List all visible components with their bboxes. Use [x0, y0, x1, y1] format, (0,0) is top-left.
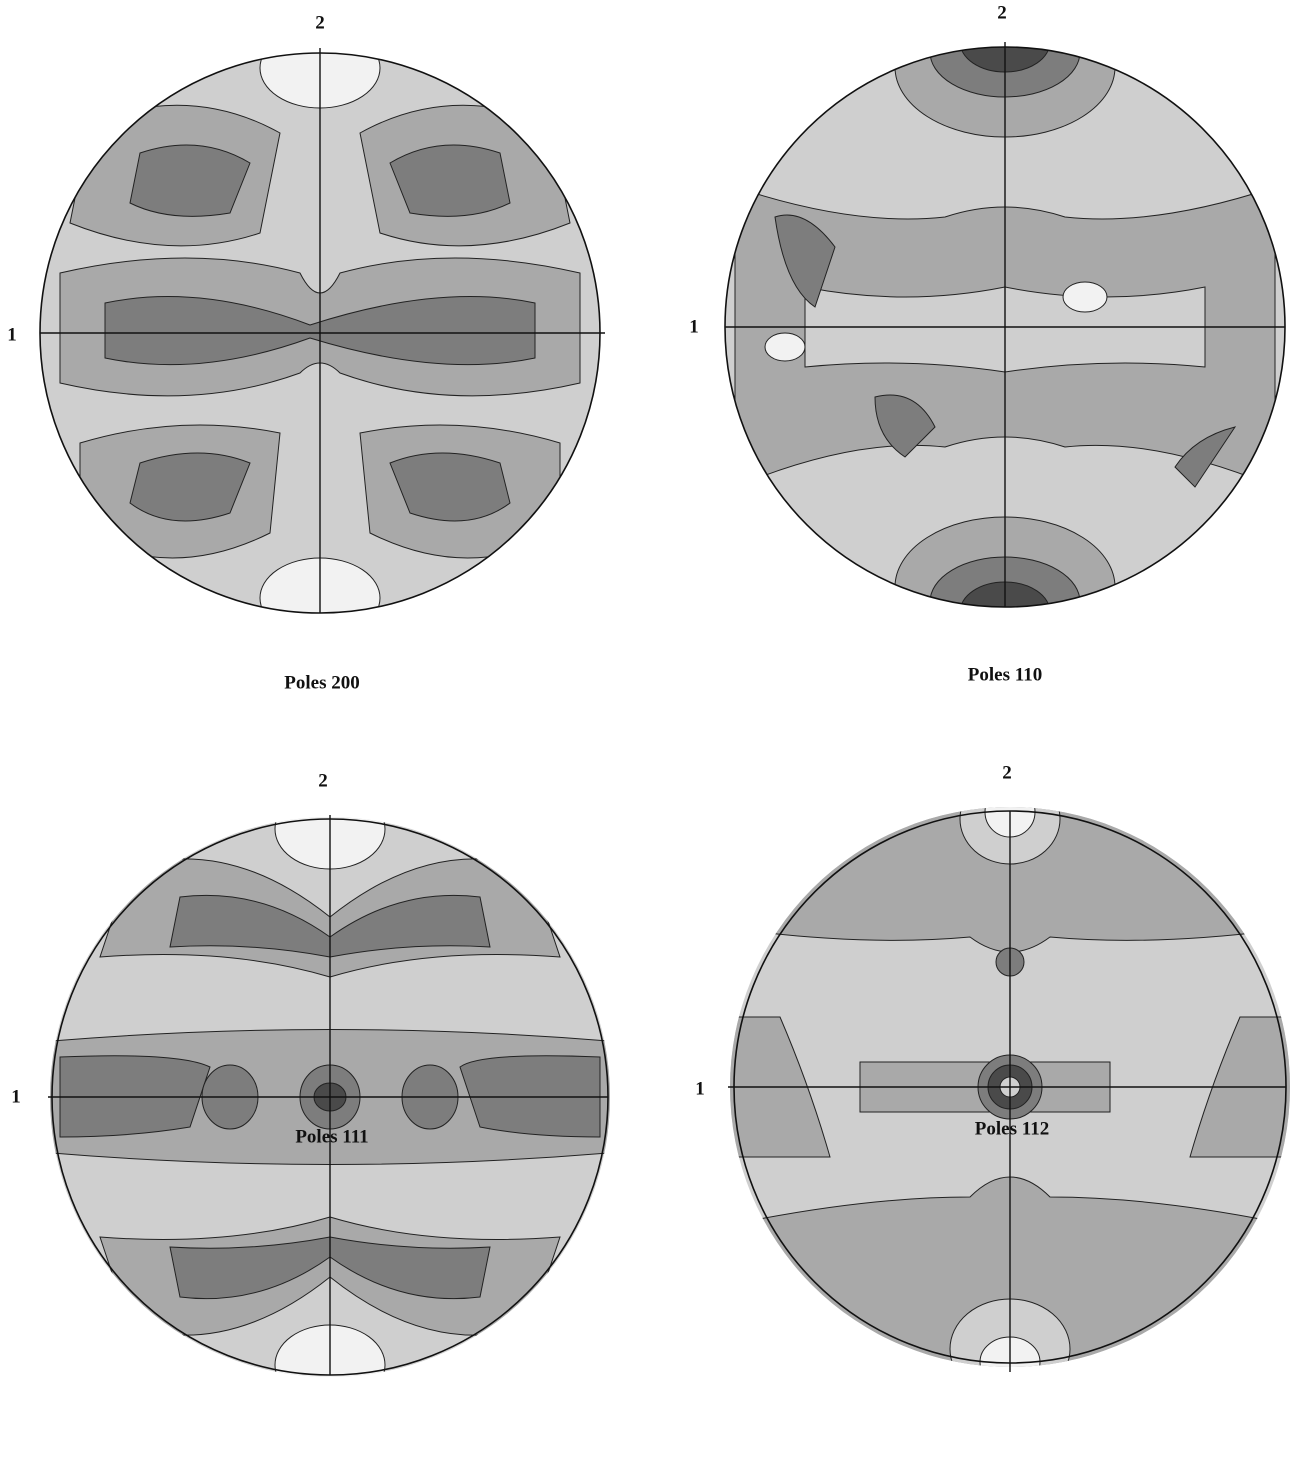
axis-label: 2: [315, 12, 325, 33]
caption: Poles 200: [284, 672, 359, 693]
axis-label: 1: [689, 316, 699, 337]
caption: Poles 112: [975, 1118, 1049, 1139]
pole-figure: [39, 48, 605, 614]
axis-label: 2: [997, 2, 1007, 23]
pole-figure: [48, 815, 610, 1377]
pole-figure: [724, 42, 1286, 608]
axis-label: 1: [695, 1078, 705, 1099]
axis-label: 2: [1002, 762, 1012, 783]
axis-label: 1: [11, 1086, 21, 1107]
axis-label: 1: [7, 324, 17, 345]
pole-figure: [728, 807, 1290, 1372]
caption: Poles 111: [295, 1126, 368, 1147]
axis-label: 2: [318, 770, 328, 791]
caption: Poles 110: [968, 664, 1042, 685]
